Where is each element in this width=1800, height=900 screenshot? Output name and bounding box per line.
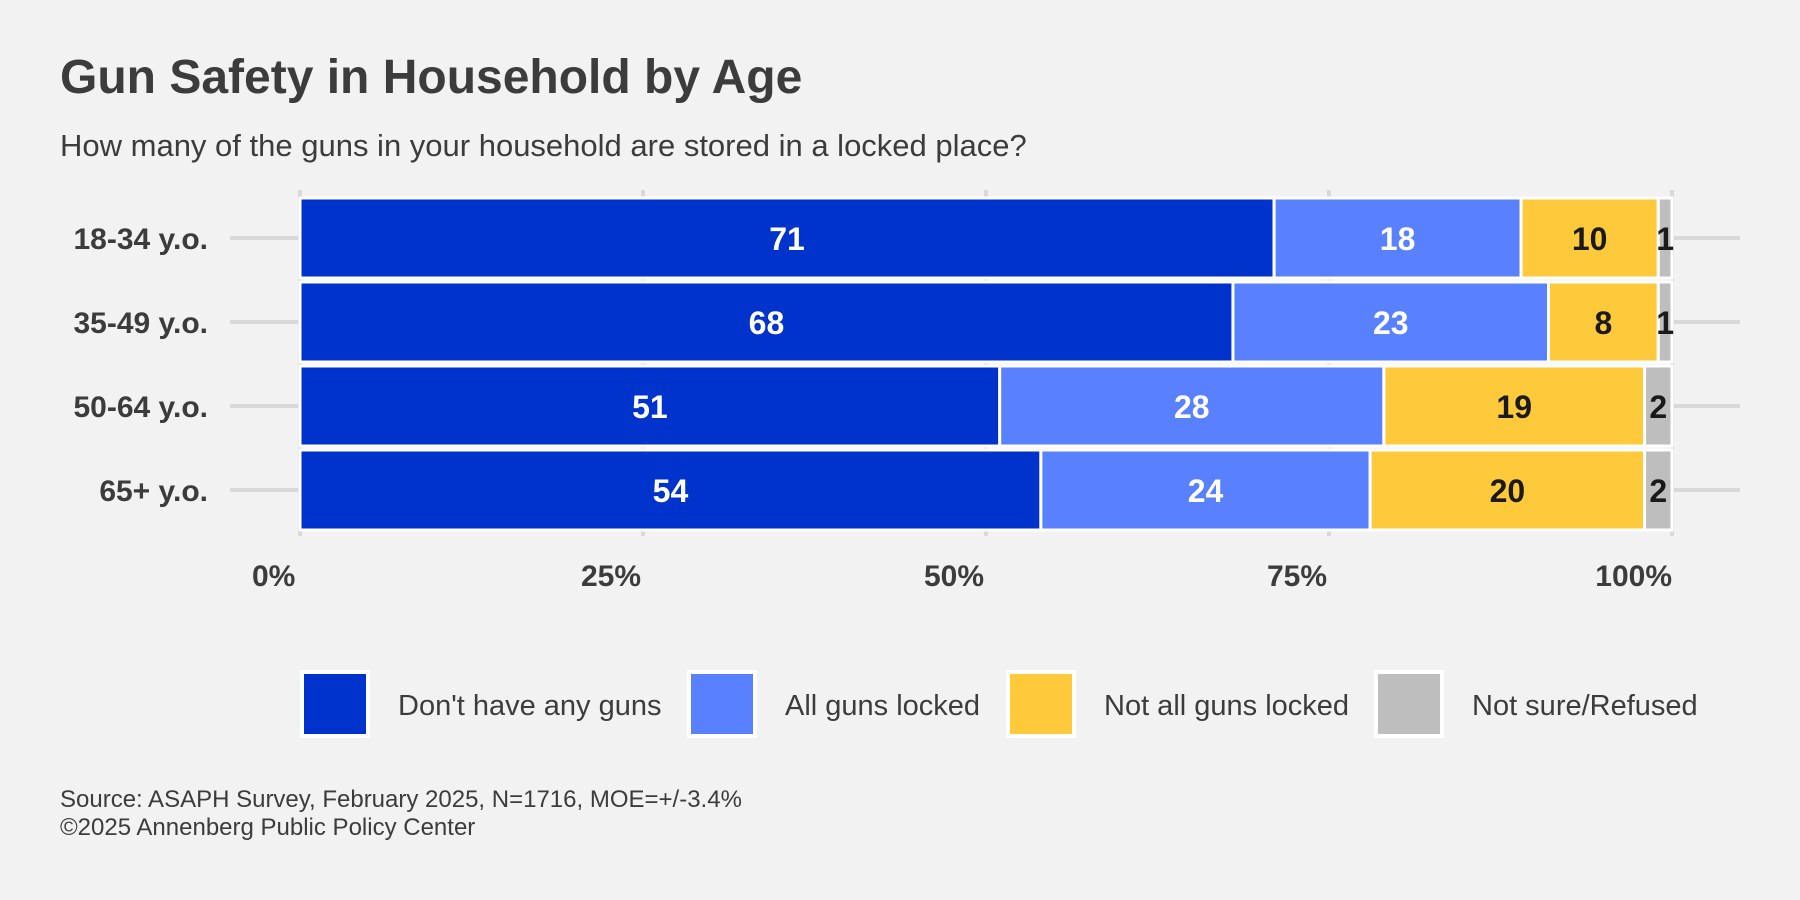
bar-segment [298, 448, 1043, 532]
bar-segment [1643, 364, 1674, 448]
legend-label: Don't have any guns [398, 690, 662, 722]
data-label: 24 [1188, 473, 1224, 509]
bar-segment [1519, 196, 1660, 280]
data-label: 71 [769, 221, 805, 257]
data-label: 54 [653, 473, 689, 509]
bar-segment [1039, 448, 1372, 532]
x-tick-label: 100% [1595, 560, 1672, 593]
y-tick-label: 18-34 y.o. [73, 223, 208, 256]
bar-segment [1368, 448, 1647, 532]
legend-label: All guns locked [785, 690, 980, 722]
y-tick-label: 65+ y.o. [99, 475, 208, 508]
chart-subtitle: How many of the guns in your household a… [60, 128, 1027, 163]
bar-segment [1656, 196, 1674, 280]
data-label: 10 [1572, 221, 1608, 257]
data-label: 28 [1174, 389, 1210, 425]
data-label: 68 [749, 305, 785, 341]
source-note: Source: ASAPH Survey, February 2025, N=1… [60, 786, 742, 842]
bar-segment [1382, 364, 1647, 448]
bar-segment [1547, 280, 1660, 364]
bar-segment [298, 196, 1276, 280]
legend-swatch [300, 670, 370, 738]
data-label: 23 [1373, 305, 1409, 341]
legend-swatch [1374, 670, 1444, 738]
x-tick-label: 50% [924, 560, 984, 593]
data-label: 1 [1656, 221, 1674, 257]
data-label: 1 [1656, 305, 1674, 341]
source-line: Source: ASAPH Survey, February 2025, N=1… [60, 786, 742, 813]
bar-segment [1643, 448, 1674, 532]
bar-segment [1656, 280, 1674, 364]
legend-swatch [1006, 670, 1076, 738]
bar-segment [998, 364, 1386, 448]
bar-segment [298, 280, 1235, 364]
data-label: 20 [1490, 473, 1526, 509]
data-label: 2 [1649, 473, 1667, 509]
y-tick-label: 50-64 y.o. [73, 391, 208, 424]
data-label: 51 [632, 389, 668, 425]
legend-label: Not sure/Refused [1472, 690, 1698, 722]
legend-swatch [687, 670, 757, 738]
data-label: 19 [1496, 389, 1532, 425]
x-tick-label: 75% [1267, 560, 1327, 593]
x-tick-label: 25% [581, 560, 641, 593]
data-label: 2 [1649, 389, 1667, 425]
copyright-line: ©2025 Annenberg Public Policy Center [60, 814, 476, 841]
x-tick-label: 0% [252, 560, 295, 593]
legend-label: Not all guns locked [1104, 690, 1349, 722]
data-label: 18 [1380, 221, 1416, 257]
data-label: 8 [1595, 305, 1613, 341]
y-tick-label: 35-49 y.o. [73, 307, 208, 340]
chart-title: Gun Safety in Household by Age [60, 51, 803, 104]
